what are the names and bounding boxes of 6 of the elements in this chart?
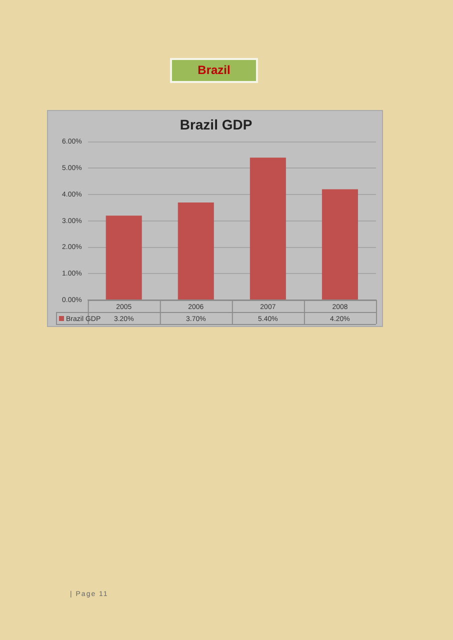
bar bbox=[178, 202, 214, 300]
bar bbox=[250, 158, 286, 300]
text: Brazil bbox=[170, 58, 258, 83]
bar bbox=[322, 189, 358, 300]
bar bbox=[106, 216, 142, 300]
chart-title: Brazil GDP bbox=[180, 116, 252, 132]
